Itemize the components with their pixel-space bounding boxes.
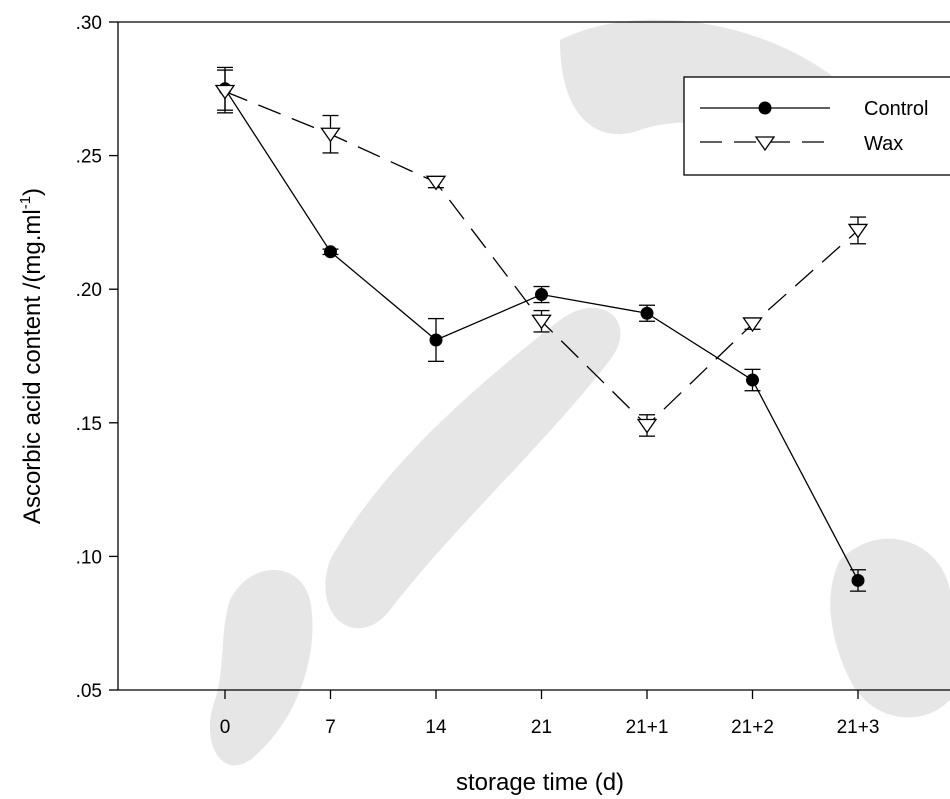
y-tick-label: .25 — [76, 147, 102, 168]
x-tick-label: 14 — [425, 717, 447, 738]
y-axis-title-close: ) — [19, 188, 46, 196]
x-axis-title: storage time (d) — [456, 769, 624, 796]
data-point-control — [429, 333, 443, 347]
series-layer — [214, 66, 869, 592]
y-tick-labels: .05 .10 .15 .20 .25 .30 — [76, 13, 102, 702]
y-axis-title: Ascorbic acid content /(mg.ml-1) — [17, 188, 46, 524]
x-tick-label: 0 — [220, 717, 231, 738]
y-tick-label: .30 — [76, 13, 102, 34]
legend-label-wax: Wax — [864, 133, 903, 155]
data-point-wax — [320, 127, 341, 143]
data-point-control — [535, 288, 548, 302]
x-tick-label: 21+2 — [731, 717, 774, 738]
legend-label-control: Control — [864, 98, 928, 120]
series-wax — [214, 69, 869, 437]
x-tick-label: 21+3 — [837, 717, 880, 738]
data-point-wax — [531, 314, 552, 330]
x-tick-label: 7 — [325, 717, 336, 738]
data-point-wax — [847, 223, 869, 239]
legend: Control Wax — [683, 76, 950, 176]
data-point-control — [324, 245, 337, 259]
legend-box — [683, 76, 950, 176]
y-tick-label: .05 — [76, 681, 102, 702]
x-tick-label: 21+1 — [626, 717, 669, 738]
data-point-control — [640, 306, 654, 320]
data-point-control — [746, 373, 759, 387]
legend-control-marker — [758, 101, 772, 115]
y-tick-label: .20 — [76, 280, 102, 301]
y-axis-title-main: Ascorbic acid content /(mg.ml — [19, 209, 46, 524]
y-axis-title-superscript: -1 — [17, 196, 34, 209]
data-point-wax — [742, 317, 763, 333]
axes — [109, 21, 950, 699]
data-point-wax — [425, 175, 447, 191]
data-point-wax — [636, 418, 658, 434]
legend-wax-marker — [754, 136, 776, 152]
y-tick-label: .15 — [76, 414, 102, 435]
data-point-wax — [214, 84, 236, 100]
watermark — [209, 19, 950, 766]
y-tick-label: .10 — [76, 547, 102, 568]
data-point-control — [851, 573, 865, 587]
x-tick-label: 21 — [531, 717, 552, 738]
x-tick-labels: 0 7 14 21 21+1 21+2 21+3 — [220, 717, 880, 738]
